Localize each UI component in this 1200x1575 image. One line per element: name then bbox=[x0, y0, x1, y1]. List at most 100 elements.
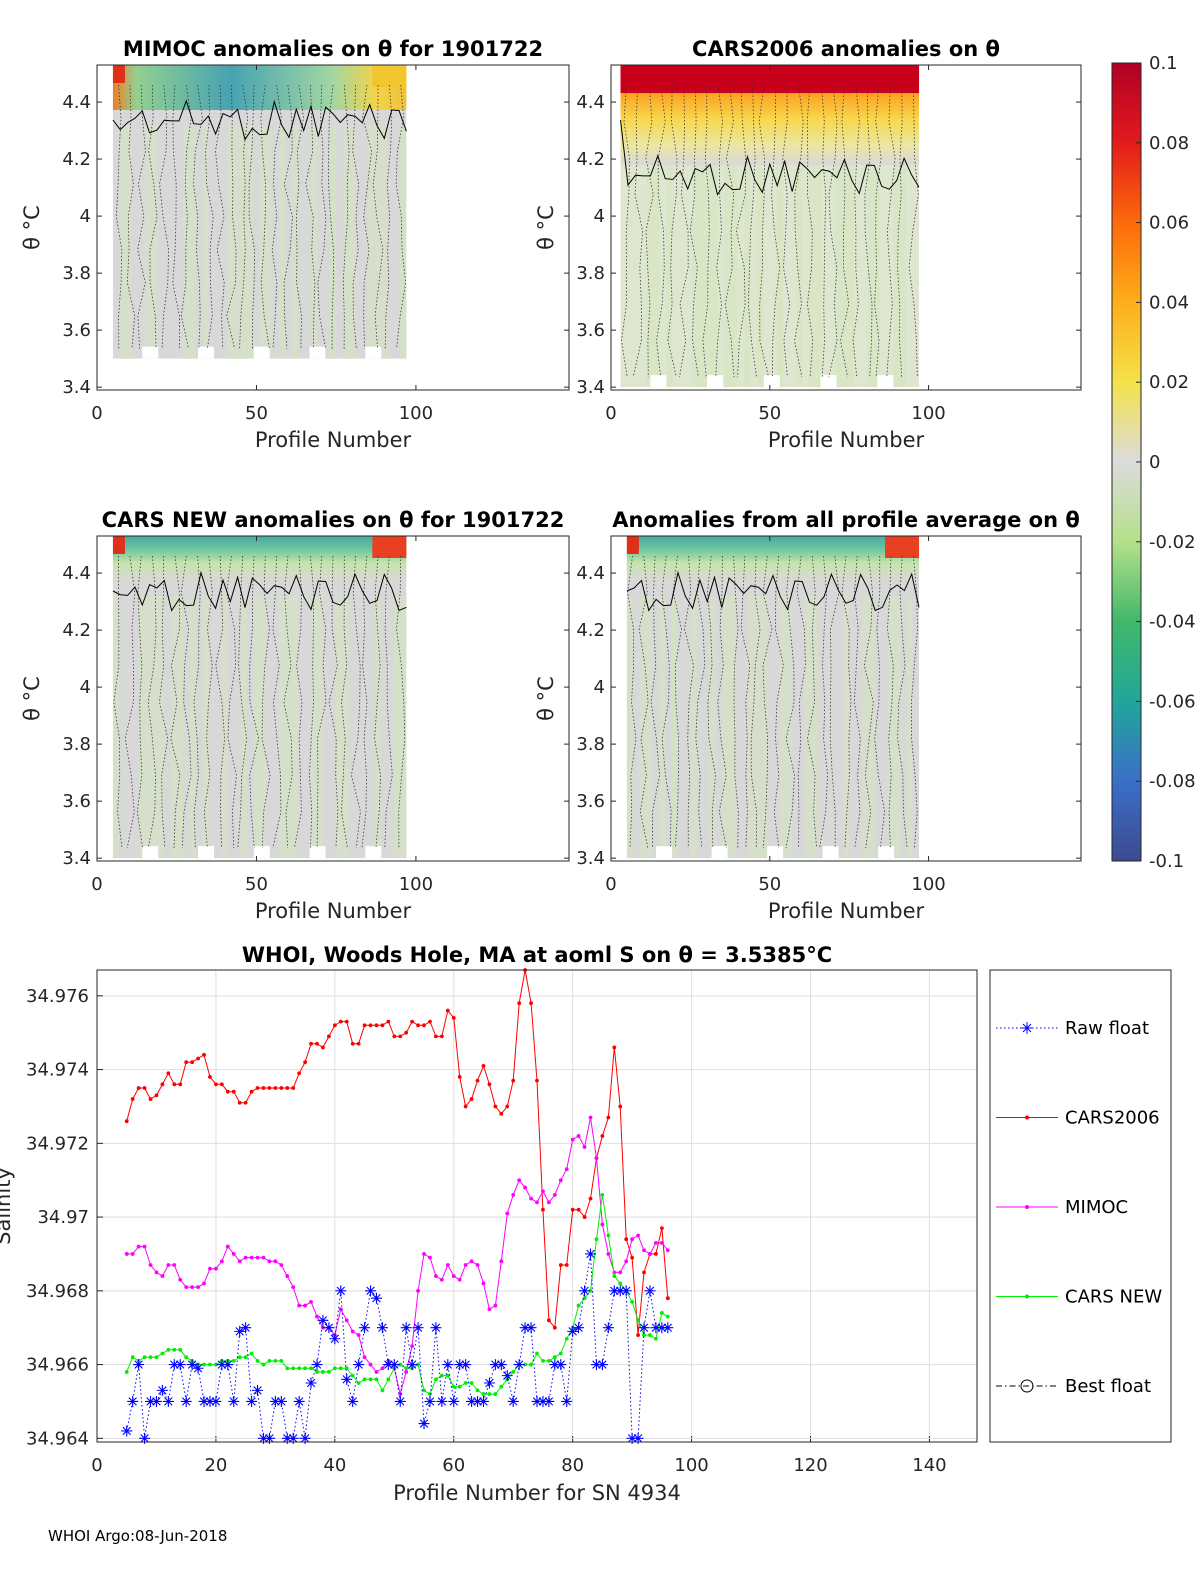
data-point bbox=[317, 1314, 329, 1326]
surface-anomaly-band bbox=[626, 536, 920, 581]
data-point bbox=[582, 1145, 587, 1149]
anomaly-streak bbox=[804, 596, 812, 859]
data-point bbox=[356, 1381, 361, 1385]
data-point bbox=[332, 1366, 337, 1371]
data-point bbox=[541, 1189, 545, 1194]
x-axis-label: Profile Number for SN 4934 bbox=[393, 1481, 681, 1505]
missing-data-notch bbox=[763, 375, 780, 388]
missing-data-notch bbox=[309, 346, 326, 359]
anomaly-streak bbox=[646, 125, 653, 388]
data-point bbox=[406, 1359, 418, 1371]
surface-warm-patch bbox=[372, 536, 407, 558]
data-point bbox=[130, 1252, 135, 1256]
surface-warm-patch bbox=[626, 536, 639, 554]
contour-line bbox=[124, 555, 136, 849]
data-point bbox=[374, 1023, 379, 1028]
contour-line bbox=[126, 84, 136, 349]
data-point bbox=[311, 1359, 323, 1371]
legend-label: MIMOC bbox=[1065, 1197, 1128, 1218]
data-point bbox=[463, 1381, 468, 1385]
data-point bbox=[525, 1322, 537, 1334]
anomaly-streak bbox=[374, 596, 381, 859]
legend-item: CARS NEW bbox=[996, 1287, 1162, 1308]
x-tick-label: 60 bbox=[442, 1455, 465, 1476]
data-point bbox=[626, 1432, 638, 1444]
missing-data-notch bbox=[253, 346, 270, 359]
data-point bbox=[344, 1019, 349, 1024]
data-point bbox=[642, 1270, 646, 1275]
data-point bbox=[624, 1237, 629, 1242]
data-point bbox=[275, 1395, 287, 1407]
data-point bbox=[564, 1336, 569, 1341]
data-point bbox=[654, 1252, 658, 1256]
data-point bbox=[359, 1322, 371, 1334]
anomaly-streak bbox=[753, 596, 761, 859]
missing-data-notch bbox=[253, 846, 270, 859]
data-point bbox=[567, 1325, 579, 1337]
data-point bbox=[190, 1060, 195, 1065]
anomaly-streak bbox=[170, 596, 177, 859]
data-point bbox=[537, 1395, 549, 1407]
y-tick-label: 34.974 bbox=[26, 1060, 89, 1081]
data-point bbox=[430, 1322, 442, 1334]
data-point bbox=[326, 1034, 331, 1039]
data-point bbox=[523, 1185, 528, 1190]
missing-data-notch bbox=[365, 846, 382, 859]
data-point bbox=[267, 1259, 272, 1264]
data-point bbox=[523, 1362, 528, 1367]
anomaly-streak bbox=[202, 125, 209, 359]
missing-data-notch bbox=[711, 846, 728, 859]
data-point bbox=[326, 1370, 331, 1374]
data-point bbox=[344, 1366, 349, 1371]
data-point bbox=[249, 1255, 254, 1260]
anomaly-streak bbox=[259, 125, 267, 359]
anomaly-streak bbox=[144, 125, 152, 359]
data-point bbox=[291, 1366, 296, 1371]
data-point bbox=[380, 1388, 385, 1393]
data-point bbox=[422, 1252, 426, 1256]
data-point bbox=[648, 1252, 652, 1256]
data-point bbox=[445, 1263, 450, 1267]
data-point bbox=[362, 1023, 367, 1028]
x-tick-label: 50 bbox=[245, 874, 268, 895]
data-point bbox=[305, 1377, 317, 1389]
data-point bbox=[546, 1318, 551, 1323]
data-point bbox=[243, 1255, 248, 1260]
contour-line bbox=[317, 84, 327, 349]
data-point bbox=[184, 1355, 189, 1360]
data-point bbox=[535, 1078, 539, 1083]
anomaly-streak bbox=[709, 596, 716, 859]
data-point bbox=[481, 1063, 486, 1068]
y-tick-label: 3.8 bbox=[62, 734, 91, 755]
contour-line bbox=[226, 84, 237, 349]
data-point bbox=[380, 1023, 385, 1028]
data-point bbox=[196, 1285, 200, 1290]
data-point bbox=[558, 1351, 563, 1356]
data-point bbox=[156, 1384, 168, 1396]
data-point bbox=[535, 1351, 539, 1356]
data-point bbox=[255, 1255, 260, 1260]
contour-line bbox=[328, 555, 339, 849]
data-point bbox=[309, 1366, 313, 1371]
anomaly-streak bbox=[144, 596, 152, 859]
axes-frame bbox=[610, 64, 1082, 391]
anomaly-streak bbox=[221, 596, 228, 859]
salinity-line-chart: 0 20 40 60 80 100 120 140 34.964 34.966 34.968 34.9… bbox=[0, 943, 1172, 1505]
data-point bbox=[356, 1041, 361, 1046]
data-point bbox=[234, 1325, 246, 1337]
data-point bbox=[558, 1263, 563, 1267]
axes-frame bbox=[610, 535, 1082, 862]
contour-line-zero bbox=[112, 99, 407, 141]
anomaly-streak bbox=[336, 596, 343, 859]
x-tick-label: 40 bbox=[323, 1455, 346, 1476]
data-point bbox=[564, 1263, 569, 1267]
contour-line bbox=[794, 84, 804, 378]
data-point bbox=[198, 1395, 210, 1407]
data-point bbox=[541, 1207, 545, 1212]
contour-line bbox=[695, 555, 706, 849]
contour-line bbox=[180, 555, 192, 849]
data-point bbox=[654, 1336, 658, 1341]
legend-label: Best float bbox=[1065, 1376, 1151, 1397]
data-point bbox=[404, 1366, 409, 1371]
x-tick-label: 100 bbox=[911, 874, 945, 895]
